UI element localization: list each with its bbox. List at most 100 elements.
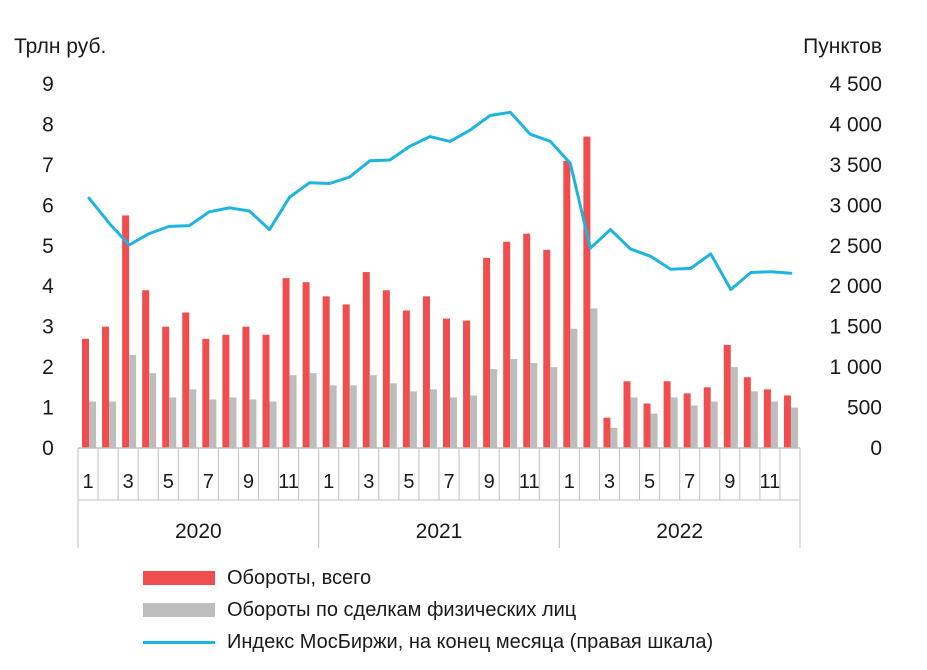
right-tick-label: 2 500 — [829, 235, 882, 258]
right-axis-label: Пунктов — [803, 35, 882, 58]
bar-total — [262, 334, 270, 448]
year-label: 2020 — [175, 520, 222, 543]
legend-label-index: Индекс МосБиржи, на конец месяца (правая… — [227, 630, 714, 653]
bar-individuals — [189, 389, 197, 448]
bar-total — [82, 338, 89, 448]
left-tick-label: 4 — [42, 275, 54, 298]
left-tick-label: 1 — [42, 397, 54, 420]
bar-total — [422, 296, 430, 448]
x-tick-label: 11 — [760, 471, 781, 493]
series-index-line — [87, 110, 793, 291]
bar-individuals — [650, 413, 658, 448]
right-tick-label: 4 500 — [829, 73, 882, 96]
bar-individuals — [510, 359, 518, 448]
x-tick-label: 7 — [684, 471, 695, 493]
right-tick-label: 3 500 — [829, 154, 882, 177]
bar-individuals — [590, 308, 598, 448]
legend-item-individuals: Обороты по сделкам физических лиц — [143, 594, 713, 626]
left-axis: 0 1 2 3 4 5 6 7 8 9 — [42, 73, 54, 460]
bar-total — [322, 296, 330, 448]
bar-total — [563, 160, 571, 448]
bar-individuals — [550, 367, 558, 448]
bar-total — [723, 344, 731, 448]
bar-individuals — [269, 401, 277, 448]
left-tick-label: 8 — [42, 113, 54, 136]
bar-total — [703, 387, 711, 448]
bar-individuals — [369, 375, 377, 448]
bar-total — [623, 381, 631, 448]
bar-total — [242, 326, 250, 448]
bar-individuals — [309, 373, 317, 448]
x-tick-label: 5 — [403, 471, 414, 493]
index-line — [87, 110, 793, 291]
x-tick-label: 11 — [519, 471, 540, 493]
bar-individuals — [450, 397, 457, 448]
bar-individuals — [169, 397, 177, 448]
bar-individuals — [570, 328, 578, 448]
bar-total — [783, 395, 791, 448]
bar-individuals — [109, 401, 117, 448]
bar-individuals — [710, 401, 718, 448]
right-tick-label: 1 000 — [829, 356, 882, 379]
bar-individuals — [349, 385, 357, 448]
bar-individuals — [630, 397, 638, 448]
x-tick-label: 5 — [644, 471, 655, 493]
bar-total — [162, 326, 170, 448]
x-tick-label: 3 — [363, 471, 374, 493]
right-tick-label: 4 000 — [829, 113, 882, 136]
year-label: 2022 — [656, 520, 703, 543]
bar-total — [182, 312, 190, 448]
bar-individuals — [209, 399, 217, 448]
bar-individuals — [149, 373, 157, 448]
right-tick-label: 500 — [847, 397, 882, 420]
bar-individuals — [610, 427, 618, 448]
legend-swatch-total — [143, 571, 215, 585]
bar-total — [663, 381, 671, 448]
bar-individuals — [770, 401, 778, 448]
bar-total — [342, 304, 350, 448]
right-axis: 0 500 1 000 1 500 2 000 2 500 3 000 3 500 4 000 4… — [829, 73, 882, 460]
bar-individuals — [229, 397, 237, 448]
bar-individuals — [670, 397, 678, 448]
legend-label-total: Обороты, всего — [227, 566, 372, 589]
right-tick-label: 0 — [870, 437, 882, 460]
bar-total — [583, 136, 591, 449]
legend-item-total: Обороты, всего — [143, 562, 713, 594]
bar-total — [302, 282, 310, 448]
x-tick-label: 5 — [163, 471, 174, 493]
bar-total — [683, 393, 691, 448]
legend-item-index: Индекс МосБиржи, на конец месяца (правая… — [143, 626, 713, 658]
series-total-bars — [82, 136, 791, 449]
bar-total — [382, 290, 390, 448]
left-axis-label: Трлн руб. — [14, 35, 106, 58]
bar-total — [402, 310, 410, 448]
bar-individuals — [289, 375, 297, 448]
bar-individuals — [129, 354, 137, 448]
bar-total — [503, 241, 511, 448]
legend-label-individuals: Обороты по сделкам физических лиц — [227, 598, 577, 621]
bar-total — [142, 290, 150, 448]
bar-individuals — [470, 395, 478, 448]
bar-individuals — [389, 383, 397, 448]
bar-total — [763, 389, 771, 448]
year-label: 2021 — [416, 520, 463, 543]
legend: Обороты, всего Обороты по сделкам физиче… — [143, 562, 713, 658]
x-tick-label: 9 — [243, 471, 254, 493]
bar-individuals — [329, 385, 337, 448]
x-tick-label: 9 — [484, 471, 495, 493]
bar-total — [463, 320, 471, 448]
x-tick-label: 11 — [278, 471, 299, 493]
bar-individuals — [490, 369, 498, 448]
left-tick-label: 0 — [42, 437, 54, 460]
legend-swatch-index — [143, 640, 215, 644]
bar-total — [102, 326, 110, 448]
bar-individuals — [429, 389, 437, 448]
legend-swatch-individuals — [143, 603, 215, 617]
bar-total — [222, 334, 230, 448]
bar-total — [543, 249, 551, 448]
x-tick-label: 7 — [203, 471, 214, 493]
right-tick-label: 1 500 — [829, 316, 882, 339]
bar-total — [443, 318, 450, 448]
